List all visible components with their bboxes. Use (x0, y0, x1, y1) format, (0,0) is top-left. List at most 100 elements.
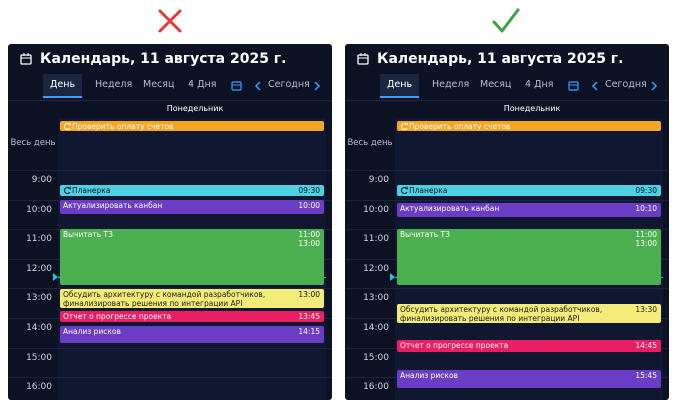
event-title: Отчет о прогрессе проекта (63, 312, 172, 321)
event-time: 14:45 (635, 341, 657, 350)
hour-label: 14:00 (26, 323, 52, 333)
hour-label: 15:00 (363, 352, 389, 363)
view-tab[interactable]: Неделя (432, 79, 470, 90)
hour-label: 9:00 (368, 175, 389, 185)
hour-line (8, 377, 332, 379)
date-picker-icon (231, 81, 242, 91)
recurring-icon (400, 186, 409, 194)
event[interactable]: Вычитать ТЗ 11:00 13:00 (397, 229, 661, 285)
event-time: 13:30 (635, 305, 657, 314)
event-title: Актуализировать канбан (400, 204, 500, 213)
recurring-icon (63, 186, 72, 194)
event-time: 14:15 (298, 327, 320, 336)
today-button[interactable]: Сегодня (268, 79, 310, 90)
event[interactable]: Актуализировать канбан 10:10 (397, 203, 661, 217)
event-time: 13:45 (298, 312, 320, 321)
hour-label: 12:00 (363, 263, 389, 274)
calendar-title: Календарь, 11 августа 2025 г. (40, 51, 287, 67)
current-time-marker (390, 273, 395, 281)
event[interactable]: Анализ рисков 15:45 (397, 370, 661, 388)
hour-label: 16:00 (363, 382, 389, 393)
view-tab[interactable]: Месяц (143, 79, 175, 90)
event-title: Планерка (409, 186, 448, 195)
calendar-icon (20, 53, 32, 65)
event[interactable]: Отчет о прогрессе проекта 14:45 (397, 340, 661, 352)
event-time: 09:30 (635, 186, 657, 195)
hour-label: 14:00 (363, 323, 389, 333)
hour-label: 10:00 (26, 204, 52, 215)
today-button[interactable]: Сегодня (605, 79, 647, 90)
prev-button (254, 81, 261, 91)
hour-line (345, 288, 669, 290)
hour-label: 11:00 (363, 234, 389, 245)
event-time: 13:00 (298, 239, 320, 248)
event-time: 10:00 (298, 201, 320, 210)
view-tab[interactable]: Неделя (95, 79, 133, 90)
hour-label: 12:00 (26, 263, 52, 274)
next-button (651, 81, 658, 91)
hour-line (345, 199, 669, 201)
event-title: Вычитать ТЗ (63, 230, 113, 239)
correct-mark (492, 8, 520, 33)
calendar-icon (357, 53, 369, 65)
all-day-label: Весь день (10, 138, 56, 148)
event[interactable]: Обсудить архитектуру с командой разработ… (397, 304, 661, 323)
event-title: Вычитать ТЗ (400, 230, 450, 239)
divider (8, 100, 332, 101)
event-title: Планерка (72, 186, 111, 195)
event-time: 13:00 (635, 239, 657, 248)
all-day-label: Весь день (347, 138, 393, 148)
event[interactable]: Анализ рисков 14:15 (60, 326, 324, 343)
hour-line (8, 288, 332, 290)
calendar-panel: Календарь, 11 августа 2025 г. День Неделя М… (345, 44, 669, 400)
day-name: Понедельник (166, 104, 224, 113)
event-time: 11:00 (298, 230, 320, 239)
event[interactable]: Отчет о прогрессе проекта 13:45 (60, 311, 324, 322)
recurring-icon (400, 122, 409, 130)
next-button (314, 81, 321, 91)
event[interactable]: Проверить оплату счетов (397, 121, 661, 131)
view-tab[interactable]: 4 Дня (188, 79, 217, 90)
view-tab[interactable]: День (43, 74, 83, 98)
wrong-mark (158, 9, 182, 33)
view-tab[interactable]: День (380, 74, 420, 98)
hour-label: 11:00 (26, 234, 52, 245)
hour-label: 13:00 (363, 293, 389, 304)
view-tab[interactable]: Месяц (480, 79, 512, 90)
event-time: 15:45 (635, 371, 657, 380)
prev-button (591, 81, 598, 91)
day-name: Понедельник (503, 104, 561, 113)
event-title: Проверить оплату счетов (409, 122, 511, 131)
event-title: Проверить оплату счетов (72, 122, 174, 131)
event-title: Анализ рисков (400, 371, 458, 380)
divider (345, 100, 669, 101)
event-time: 13:00 (298, 290, 320, 299)
event[interactable]: Вычитать ТЗ 11:00 13:00 (60, 229, 324, 285)
hour-label: 16:00 (26, 382, 52, 393)
event[interactable]: Планерка 09:30 (60, 185, 324, 196)
hour-label: 15:00 (26, 352, 52, 363)
event-title: Анализ рисков (63, 327, 121, 336)
event-time: 10:10 (635, 204, 657, 213)
view-tab[interactable]: 4 Дня (525, 79, 554, 90)
event[interactable]: Актуализировать канбан 10:00 (60, 200, 324, 214)
hour-line (8, 347, 332, 349)
event-title: Отчет о прогрессе проекта (400, 341, 509, 350)
event[interactable]: Обсудить архитектуру с командой разработ… (60, 289, 324, 308)
hour-label: 10:00 (363, 204, 389, 215)
hour-line (345, 170, 669, 171)
calendar-panel: Календарь, 11 августа 2025 г. День Неделя М… (8, 44, 332, 400)
date-picker-icon (568, 81, 579, 91)
event-title: Обсудить архитектуру с командой разработ… (400, 305, 603, 323)
event-time: 09:30 (298, 186, 320, 195)
event[interactable]: Проверить оплату счетов (60, 121, 324, 131)
event-time: 11:00 (635, 230, 657, 239)
recurring-icon (63, 122, 72, 130)
current-time-marker (53, 273, 58, 281)
event-title: Обсудить архитектуру с командой разработ… (63, 290, 266, 308)
event[interactable]: Планерка 09:30 (397, 185, 661, 196)
calendar-title: Календарь, 11 августа 2025 г. (377, 51, 624, 67)
hour-line (8, 170, 332, 171)
hour-label: 13:00 (26, 293, 52, 304)
